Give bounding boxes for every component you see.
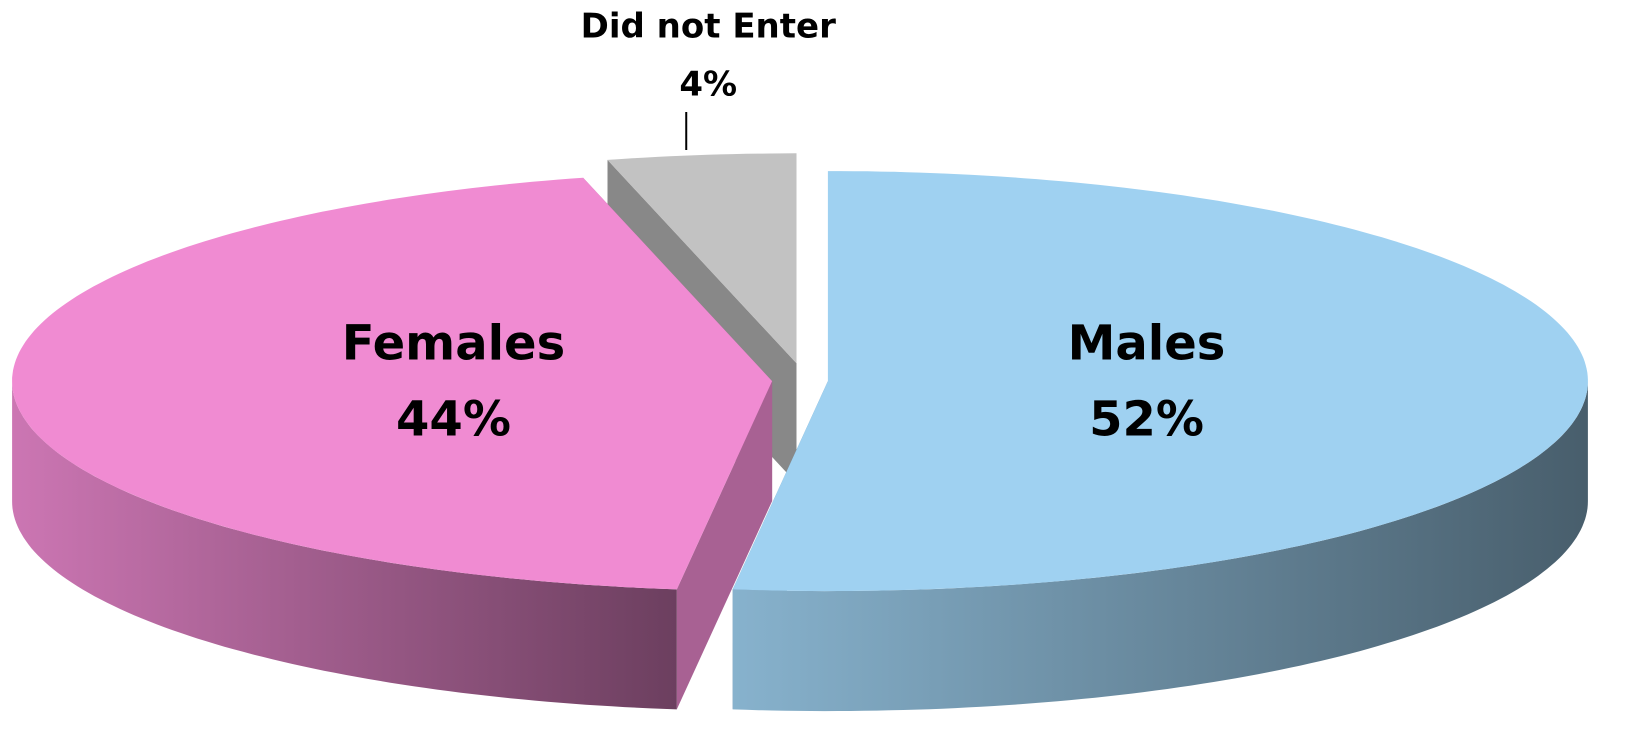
slice-side <box>732 381 1588 712</box>
slice <box>732 171 1588 712</box>
slice-value: 52% <box>1089 392 1204 448</box>
slice-top <box>732 171 1588 592</box>
slice-name: Males <box>1068 316 1226 372</box>
slice-value: 4% <box>679 65 737 105</box>
slice-name: Did not Enter <box>581 7 836 47</box>
slice-side <box>12 381 677 710</box>
slice-top <box>607 153 797 364</box>
slice-top <box>12 177 773 590</box>
slice-name: Females <box>342 316 565 372</box>
slice-value: 44% <box>396 392 511 448</box>
slice <box>12 177 773 710</box>
